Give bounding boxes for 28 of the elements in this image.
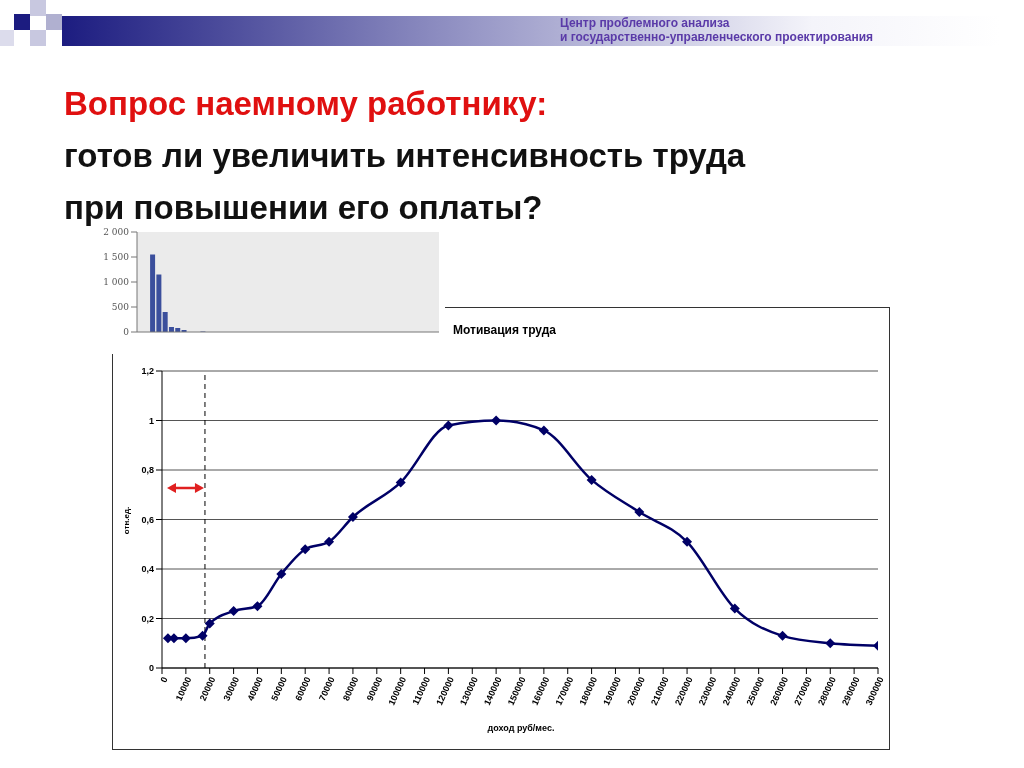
y-tick-label: 1 500 — [103, 252, 130, 263]
chart-title: Мотивация труда — [453, 323, 556, 337]
y-tick-label: 500 — [111, 302, 130, 313]
x-tick-label: 60000 — [293, 675, 313, 703]
x-tick-label: 10000 — [173, 675, 194, 703]
y-tick-label: 1,2 — [141, 366, 154, 377]
y-tick-label: 0,4 — [141, 564, 154, 575]
y-tick-label: 0 — [123, 327, 130, 338]
y-tick-label: 0,6 — [141, 514, 154, 525]
x-tick-label: 90000 — [364, 675, 385, 703]
text: и государственно-управленческого проектирования — [560, 30, 874, 44]
x-tick-label: 0 — [158, 675, 170, 685]
y-tick-label: 0,8 — [141, 465, 154, 476]
x-tick-label: 70000 — [317, 675, 337, 703]
x-tick-label: 40000 — [245, 675, 266, 703]
y-tick-label: 0 — [148, 663, 154, 674]
y-tick-label: 2 000 — [103, 227, 130, 238]
y-tick-label: 1 000 — [103, 277, 130, 288]
y-axis-title: отн.ед. — [122, 506, 132, 535]
x-tick-label: 20000 — [197, 675, 218, 703]
text: Вопрос наемному работнику: — [64, 84, 549, 124]
text: готов ли увеличить интенсивность труда — [64, 136, 746, 176]
text: Центр проблемного анализа — [560, 16, 731, 30]
y-tick-label: 0,2 — [141, 613, 154, 624]
x-tick-label: 80000 — [340, 675, 361, 703]
x-tick-label: 30000 — [221, 675, 242, 703]
y-tick-label: 1 — [148, 415, 154, 426]
x-axis-title: доход руб/мес. — [486, 723, 556, 733]
